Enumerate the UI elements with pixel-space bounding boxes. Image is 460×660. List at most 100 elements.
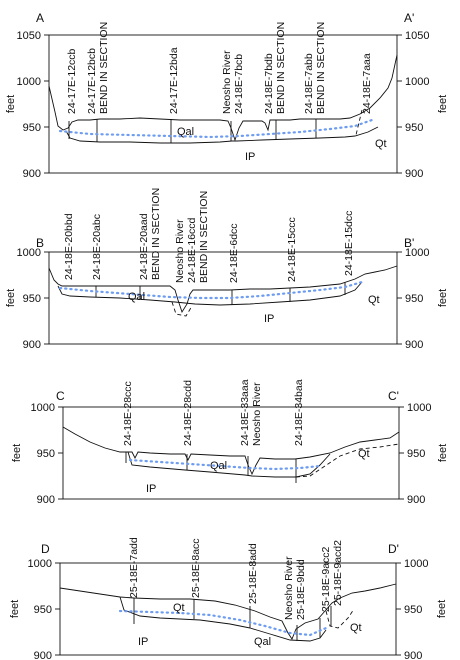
well-d-25-18e-9bdd: 25-18E-9bdd bbox=[295, 559, 307, 620]
well-a-bend-3: BEND IN SECTION bbox=[315, 22, 327, 114]
section-b-qal-base bbox=[57, 281, 363, 306]
section-c-left-label: C bbox=[56, 389, 65, 403]
well-a-24-17e-12bcb: 24-17E-12bcb bbox=[86, 48, 98, 114]
section-d: 1000 950 900 feet 1000 950 900 feet D D'… bbox=[9, 537, 448, 660]
tick-d-left-950: 950 bbox=[34, 604, 52, 616]
well-b-bend-2: BEND IN SECTION bbox=[198, 191, 210, 283]
section-a: 1050 1000 950 900 feet 1050 1000 950 900… bbox=[5, 11, 449, 180]
well-a-24-18e-7abb: 24-18E-7abb bbox=[303, 53, 315, 114]
section-b-water-table bbox=[58, 280, 364, 300]
well-a-24-18e-7bcb: 24-18E-7bcb bbox=[233, 54, 245, 114]
tick-d-left-1000: 1000 bbox=[28, 558, 52, 570]
section-a-right-ylabel: feet bbox=[437, 95, 449, 113]
well-d-25-18e-7add: 25-18E-7add bbox=[128, 537, 140, 598]
well-a-24-17e-12bda: 24-17E-12bda bbox=[168, 47, 180, 114]
well-b-neosho-river: Neosho River bbox=[174, 219, 186, 283]
tick-c-left-1000: 1000 bbox=[31, 402, 55, 414]
well-b-24-18e-6dcc: 24-18E-6dcc bbox=[228, 223, 240, 283]
section-d-right-label: D' bbox=[388, 542, 399, 556]
section-d-wells bbox=[133, 598, 332, 641]
tick-a-left-950: 950 bbox=[23, 122, 41, 134]
unit-a-ip: IP bbox=[245, 151, 255, 163]
section-c: 1000 950 900 feet 1000 950 900 feet C C'… bbox=[11, 379, 449, 506]
tick-b-left-900: 900 bbox=[23, 339, 41, 351]
section-a-qt-contact bbox=[355, 109, 363, 136]
unit-d-qt-left: Qt bbox=[173, 602, 185, 614]
section-c-water-table bbox=[128, 458, 322, 471]
tick-c-right-1000: 1000 bbox=[407, 402, 431, 414]
section-a-water-table bbox=[58, 118, 374, 139]
section-d-left-label: D bbox=[41, 542, 50, 556]
tick-d-right-900: 900 bbox=[404, 650, 422, 660]
section-d-right-axis: 1000 950 900 feet bbox=[396, 558, 448, 660]
well-b-24-18e-15dcc: 24-18E-15dcc bbox=[343, 211, 355, 276]
tick-b-left-950: 950 bbox=[23, 293, 41, 305]
tick-a-right-1000: 1000 bbox=[405, 76, 429, 88]
section-b-right-axis: 1000 950 900 feet bbox=[397, 247, 449, 351]
section-d-land-surface bbox=[59, 583, 397, 640]
tick-b-right-900: 900 bbox=[405, 339, 423, 351]
section-b-left-axis: 1000 950 900 feet bbox=[5, 247, 49, 351]
well-c-24-18e-34baa: 24-18E-34baa bbox=[293, 379, 305, 446]
section-b: 1000 950 900 feet 1000 950 900 feet B B'… bbox=[5, 188, 449, 351]
well-d-25-18e-8add: 25-18E-8add bbox=[247, 543, 259, 604]
well-a-24-17e-12ccb: 24-17E-12ccb bbox=[66, 48, 78, 114]
section-d-water-table bbox=[118, 609, 328, 637]
unit-d-qt-right: Qt bbox=[350, 622, 362, 634]
tick-a-left-1050: 1050 bbox=[17, 30, 41, 42]
tick-a-left-1000: 1000 bbox=[17, 76, 41, 88]
well-b-24-18e-20bbd: 24-18E-20bbd bbox=[63, 213, 75, 280]
section-b-channel-fill bbox=[171, 301, 193, 317]
tick-a-right-900: 900 bbox=[405, 168, 423, 180]
section-b-left-ylabel: feet bbox=[5, 289, 17, 307]
section-b-left-label: B bbox=[36, 236, 44, 250]
section-b-right-ylabel: feet bbox=[437, 289, 449, 307]
section-c-right-axis: 1000 950 900 feet bbox=[399, 402, 449, 506]
well-a-24-18e-7aaa: 24-18E-7aaa bbox=[361, 53, 373, 114]
section-c-qal-base bbox=[127, 451, 331, 478]
tick-a-right-1050: 1050 bbox=[405, 30, 429, 42]
section-d-qt-contact bbox=[325, 608, 355, 629]
section-c-left-axis: 1000 950 900 feet bbox=[11, 402, 63, 506]
well-b-24-18e-16ccd: 24-18E-16ccd bbox=[186, 217, 198, 283]
section-d-right-ylabel: feet bbox=[436, 600, 448, 618]
unit-d-qal: Qal bbox=[254, 636, 271, 648]
tick-b-left-1000: 1000 bbox=[17, 247, 41, 259]
tick-d-left-900: 900 bbox=[34, 650, 52, 660]
unit-c-qal: Qal bbox=[210, 460, 227, 472]
section-c-left-ylabel: feet bbox=[11, 444, 23, 462]
well-d-25-18e-9acc2: 25-18E-9acc2 bbox=[320, 546, 332, 612]
well-b-bend-1: BEND IN SECTION bbox=[150, 188, 162, 280]
well-b-24-18e-20abc: 24-18E-20abc bbox=[91, 214, 103, 280]
section-c-land-surface bbox=[62, 426, 400, 476]
unit-d-ip: IP bbox=[138, 636, 148, 648]
section-d-left-ylabel: feet bbox=[9, 600, 21, 618]
tick-d-right-1000: 1000 bbox=[404, 558, 428, 570]
well-d-neosho-river: Neosho River bbox=[283, 556, 295, 620]
well-a-neosho-river: Neosho River bbox=[221, 50, 233, 114]
well-c-24-18e-28cdd: 24-18E-28cdd bbox=[182, 380, 194, 446]
well-a-bend-1: BEND IN SECTION bbox=[98, 22, 110, 114]
unit-a-qt: Qt bbox=[375, 138, 387, 150]
section-a-left-axis: 1050 1000 950 900 feet bbox=[5, 30, 49, 180]
section-b-wells bbox=[95, 282, 346, 305]
section-a-land-surface bbox=[48, 54, 398, 142]
tick-a-left-900: 900 bbox=[23, 168, 41, 180]
unit-c-qt: Qt bbox=[358, 448, 370, 460]
section-c-right-ylabel: feet bbox=[437, 444, 449, 462]
section-a-right-axis: 1050 1000 950 900 feet bbox=[397, 30, 449, 180]
section-a-left-label: A bbox=[36, 11, 44, 25]
section-a-frame bbox=[48, 34, 398, 174]
section-c-wells bbox=[125, 452, 297, 483]
unit-a-qal: Qal bbox=[177, 126, 194, 138]
well-c-neosho-river: Neosho River bbox=[251, 382, 263, 446]
tick-b-right-1000: 1000 bbox=[405, 247, 429, 259]
tick-c-left-950: 950 bbox=[37, 448, 55, 460]
tick-a-right-950: 950 bbox=[405, 122, 423, 134]
tick-c-left-900: 900 bbox=[37, 494, 55, 506]
section-a-left-ylabel: feet bbox=[5, 95, 17, 113]
section-a-qal-base bbox=[65, 126, 379, 144]
tick-c-right-950: 950 bbox=[407, 448, 425, 460]
section-c-qt-contact bbox=[295, 443, 400, 478]
